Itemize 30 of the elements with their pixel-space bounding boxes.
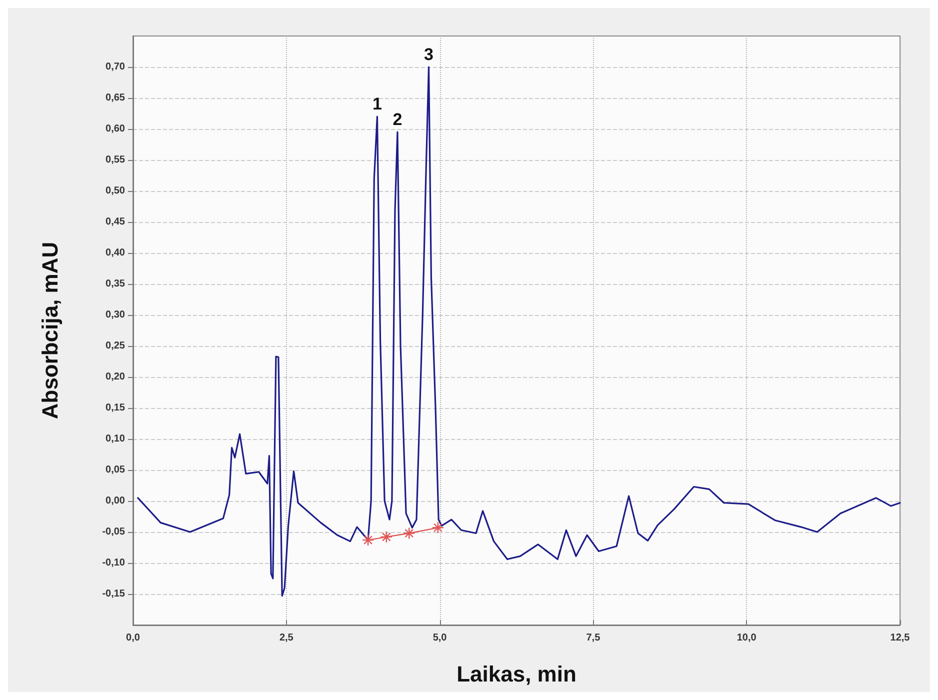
y-tick-label: 0,00 [106,496,126,506]
y-tick-label: 0,35 [106,278,126,290]
x-tick-label: 7,5 [586,632,601,644]
y-tick-label: 0,05 [106,464,126,476]
y-tick-label: 0,65 [106,92,126,104]
y-tick-label: 0,25 [106,340,126,352]
y-tick-label: 0,70 [106,62,126,72]
x-tick-label: 2,5 [279,632,294,644]
y-tick-label: 0,55 [106,154,126,166]
x-tick-label: 12,5 [890,632,910,644]
y-axis-title: Absorbcija, mAU [38,242,62,420]
x-tick-label: 0,0 [126,632,140,644]
y-tick-label: 0,10 [106,434,126,444]
y-tick-label: 0,50 [106,186,126,196]
annotation: 2 [392,110,402,130]
x-tick-label: 5,0 [432,632,448,644]
y-tick-label: 0,15 [106,402,126,414]
annotation: 1 [372,94,382,114]
y-tick-label: 0,60 [106,124,126,134]
x-tick-label: 10,0 [736,632,757,644]
y-tick-label: 0,20 [106,372,126,382]
annotation: 3 [424,45,434,64]
y-tick-label: -0,05 [102,526,126,538]
y-tick-label: 0,40 [106,248,126,258]
x-axis-title: Laikas, min [456,662,576,686]
y-tick-label: 0,30 [106,310,126,320]
line-series [137,66,901,597]
y-tick-label: 0,45 [106,216,126,228]
y-tick-label: -0,15 [102,588,126,600]
y-tick-label: -0,10 [102,558,126,568]
